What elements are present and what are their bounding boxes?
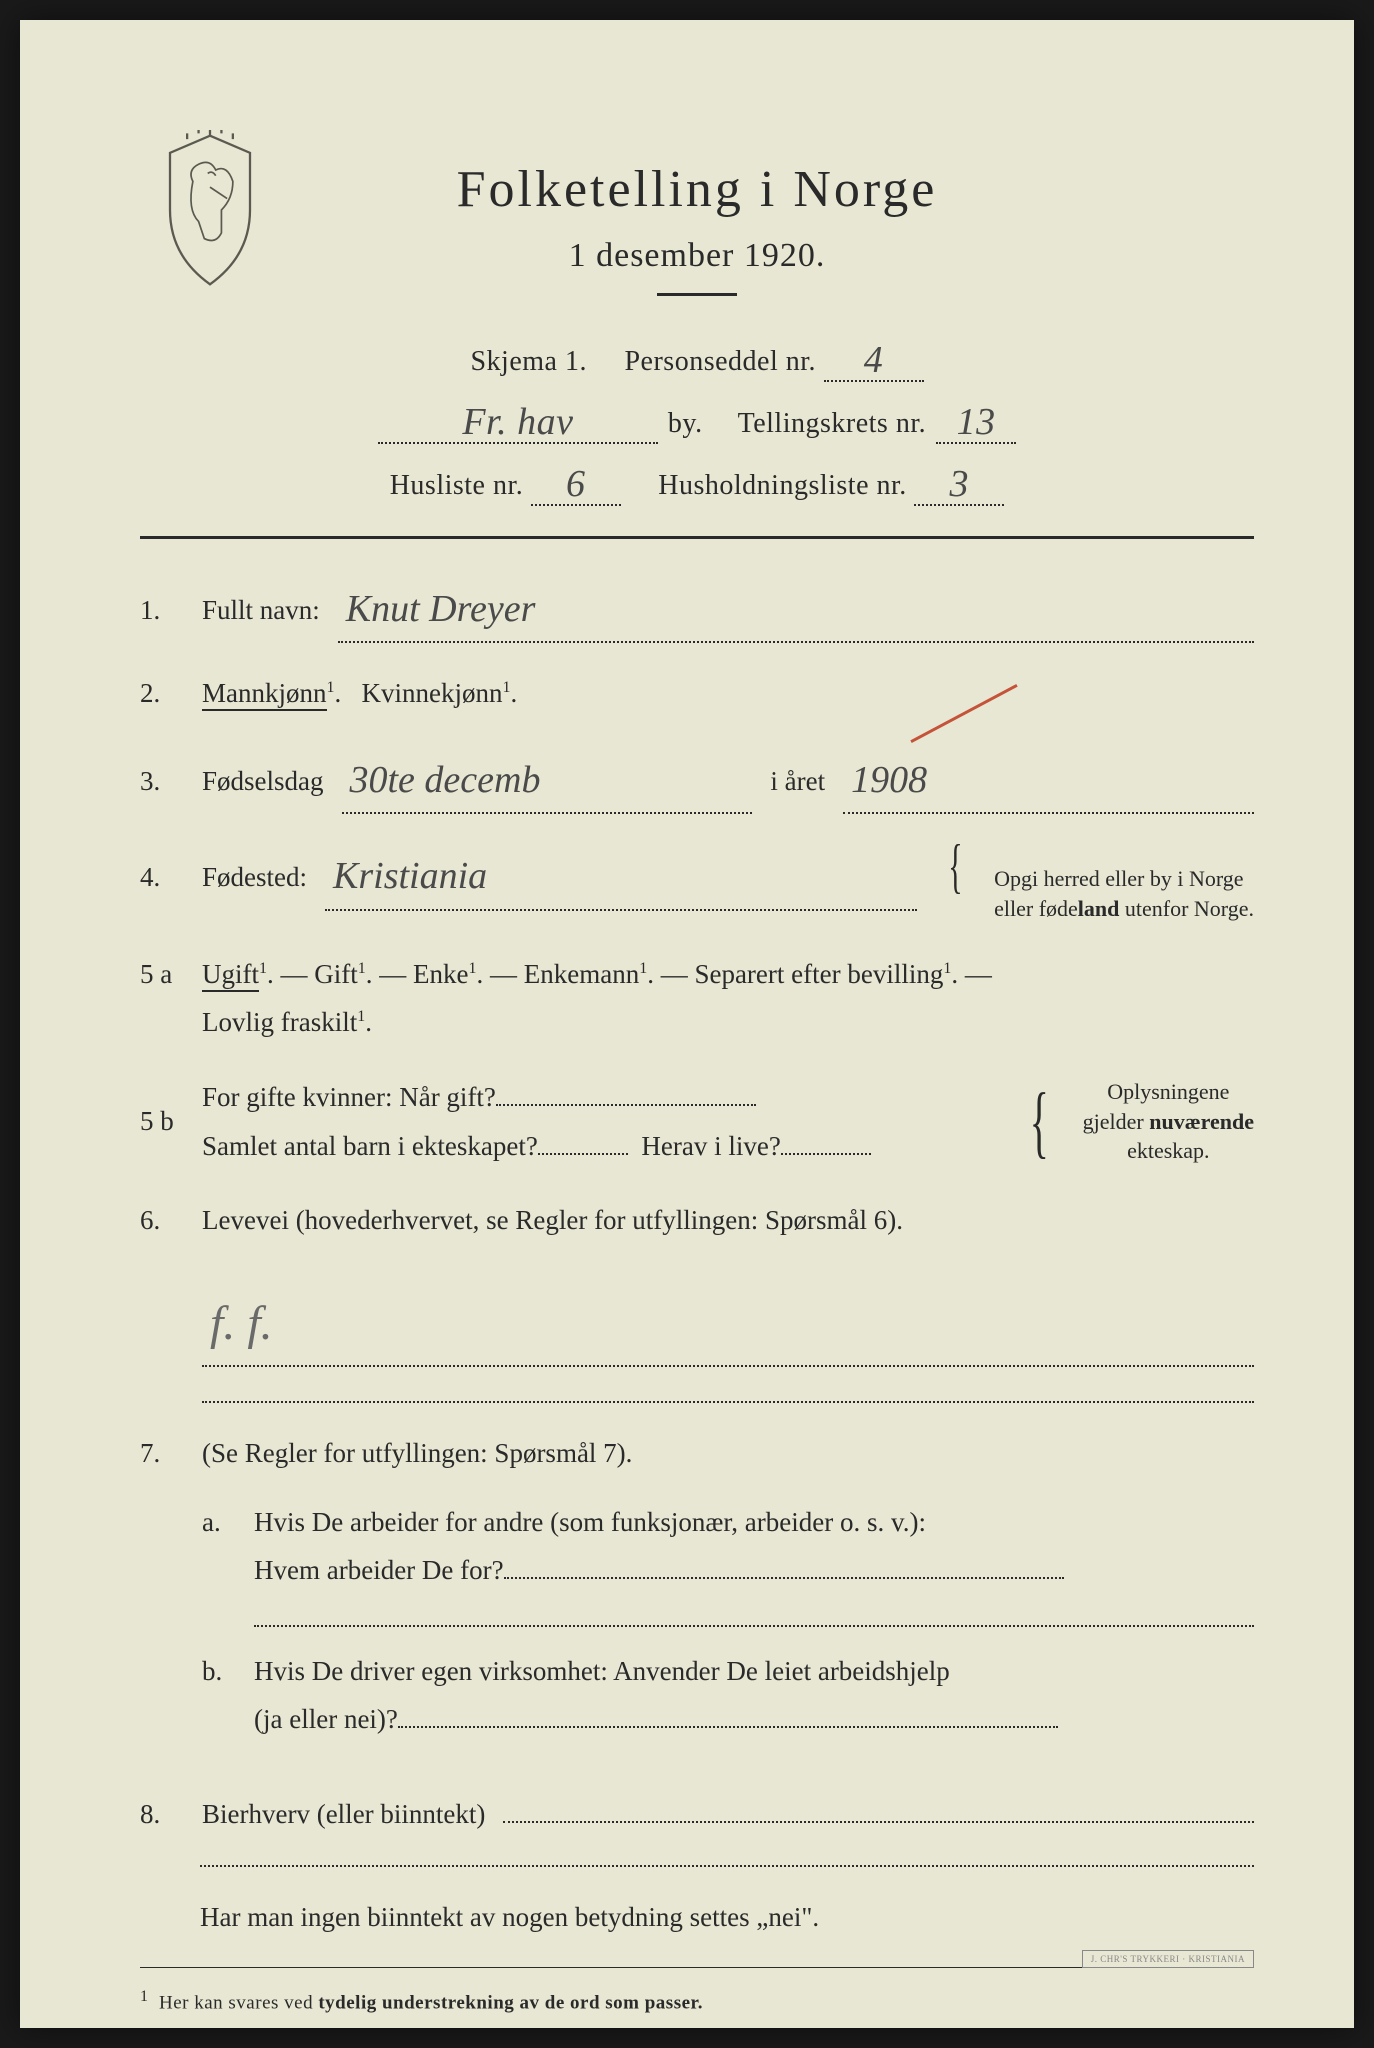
q4-value: Kristiania: [333, 855, 487, 897]
printer-stamp: J. CHR'S TRYKKERI · KRISTIANIA: [1082, 1950, 1254, 1968]
form-title: Folketelling i Norge: [140, 160, 1254, 219]
city-value: Fr. hav: [462, 401, 573, 443]
skjema-label: Skjema 1.: [470, 346, 587, 377]
q8-note: Har man ingen biinntekt av nogen betydni…: [200, 1893, 819, 1942]
q7-head: (Se Regler for utfyllingen: Spørsmål 7).: [202, 1438, 632, 1468]
tellingskrets-value: 13: [957, 401, 996, 443]
q2-num: 2.: [140, 669, 184, 718]
q5b-gift-field: [496, 1104, 756, 1106]
question-6: 6. Levevei (hovederhvervet, se Regler fo…: [140, 1196, 1254, 1403]
q5a-separert: Separert efter bevilling: [694, 959, 943, 989]
q6-num: 6.: [140, 1196, 184, 1245]
q6-field-1: f. f.: [202, 1279, 1254, 1367]
q4-label: Fødested:: [202, 853, 307, 902]
q7b-line2: (ja eller nei)?: [254, 1704, 398, 1734]
q7a-field-2: [254, 1625, 1254, 1627]
q5b-sidenote: Oplysningene gjelder nuværende ekteskap.: [1083, 1077, 1254, 1166]
husholdning-field: 3: [914, 460, 1004, 506]
husliste-line: Husliste nr. 6 Husholdningsliste nr. 3: [140, 460, 1254, 506]
q4-sidenote: Opgi herred eller by i Norge eller fødel…: [994, 864, 1254, 923]
personseddel-label: Personseddel nr.: [624, 346, 816, 377]
q2-kvinne: Kvinnekjønn: [362, 678, 503, 708]
q3-year-field: 1908: [843, 744, 1254, 814]
q5b-num: 5 b: [140, 1097, 184, 1146]
q5b-line2b: Herav i live?: [641, 1131, 780, 1161]
q3-num: 3.: [140, 757, 184, 806]
q1-label: Fullt navn:: [202, 586, 320, 635]
q8-note-row: Har man ingen biinntekt av nogen betydni…: [140, 1893, 1254, 1942]
q5a-gift: Gift: [314, 959, 358, 989]
q5a-enkemann: Enkemann: [524, 959, 639, 989]
q7a-num: a.: [202, 1498, 236, 1547]
q2-mann: Mannkjønn: [202, 678, 327, 711]
q5b-line1: For gifte kvinner: Når gift?: [202, 1082, 496, 1112]
question-2: 2. Mannkjønn1. Kvinnekjønn1.: [140, 669, 1254, 718]
q7b-line1: Hvis De driver egen virksomhet: Anvender…: [254, 1656, 950, 1686]
question-7: 7. (Se Regler for utfyllingen: Spørsmål …: [140, 1429, 1254, 1764]
question-4: 4. Fødested: Kristiania { Opgi herred el…: [140, 840, 1254, 923]
city-line: Fr. hav by. Tellingskrets nr. 13: [140, 398, 1254, 444]
q8-field: [503, 1821, 1254, 1823]
q4-field: Kristiania: [325, 840, 917, 910]
skjema-line: Skjema 1. Personseddel nr. 4: [140, 336, 1254, 382]
question-5b: 5 b For gifte kvinner: Når gift? Samlet …: [140, 1073, 1254, 1170]
q8-field-2: [200, 1865, 1254, 1867]
q5a-fraskilt: Lovlig fraskilt: [202, 1007, 357, 1037]
q6-field-2: [202, 1401, 1254, 1403]
coat-of-arms-icon: [150, 130, 270, 290]
q6-label: Levevei (hovederhvervet, se Regler for u…: [202, 1205, 903, 1235]
personseddel-nr-field: 4: [824, 336, 924, 382]
husliste-value: 6: [566, 463, 586, 505]
tellingskrets-label: Tellingskrets nr.: [738, 408, 927, 440]
q3-day-field: 30te decemb: [342, 744, 753, 814]
q1-num: 1.: [140, 586, 184, 635]
q5a-num: 5 a: [140, 950, 184, 999]
q5a-ugift: Ugift: [202, 959, 259, 992]
question-8: 8. Bierhverv (eller biinntekt): [140, 1790, 1254, 1839]
q4-num: 4.: [140, 853, 184, 902]
question-5a: 5 a Ugift1. — Gift1. — Enke1. — Enkemann…: [140, 950, 1254, 1047]
q1-value: Knut Dreyer: [346, 588, 536, 630]
q8-num: 8.: [140, 1790, 184, 1839]
q7a-line1: Hvis De arbeider for andre (som funksjon…: [254, 1507, 926, 1537]
q3-label: Fødselsdag: [202, 757, 324, 806]
q7b-num: b.: [202, 1647, 236, 1696]
personseddel-nr-value: 4: [864, 339, 884, 381]
brace-icon: {: [949, 851, 963, 881]
census-form-page: Folketelling i Norge 1 desember 1920. Sk…: [20, 20, 1354, 2028]
form-header: Folketelling i Norge 1 desember 1920. Sk…: [140, 160, 1254, 506]
husliste-field: 6: [531, 460, 621, 506]
city-field: Fr. hav: [378, 398, 658, 444]
q8-label: Bierhverv (eller biinntekt): [202, 1790, 485, 1839]
q6-value: f. f.: [210, 1297, 273, 1350]
q8-field-2-row: [140, 1865, 1254, 1867]
q3-mid: i året: [770, 757, 825, 806]
husholdning-value: 3: [950, 463, 970, 505]
q7-num: 7.: [140, 1429, 184, 1478]
q3-day-value: 30te decemb: [350, 759, 541, 801]
question-3: 3. Fødselsdag 30te decemb i året 1908: [140, 744, 1254, 814]
tellingskrets-field: 13: [936, 398, 1016, 444]
brace-icon-2: {: [1030, 1102, 1049, 1142]
by-label: by.: [668, 408, 703, 440]
header-divider: [657, 293, 737, 296]
q7a-field: [504, 1577, 1064, 1579]
husliste-label: Husliste nr.: [390, 470, 524, 501]
q3-year-value: 1908: [851, 759, 927, 801]
form-subtitle: 1 desember 1920.: [140, 237, 1254, 275]
q5b-live-field: [781, 1153, 871, 1155]
q5b-barn-field: [538, 1153, 628, 1155]
q7a-line2: Hvem arbeider De for?: [254, 1555, 504, 1585]
q1-field: Knut Dreyer: [338, 573, 1254, 643]
footnote: 1 Her kan svares ved tydelig understrekn…: [140, 1988, 1254, 2014]
q5b-line2a: Samlet antal barn i ekteskapet?: [202, 1131, 538, 1161]
question-1: 1. Fullt navn: Knut Dreyer: [140, 573, 1254, 643]
q5a-enke: Enke: [413, 959, 468, 989]
q7b-field: [398, 1726, 1058, 1728]
husholdning-label: Husholdningsliste nr.: [658, 470, 907, 501]
section-divider-1: [140, 536, 1254, 539]
